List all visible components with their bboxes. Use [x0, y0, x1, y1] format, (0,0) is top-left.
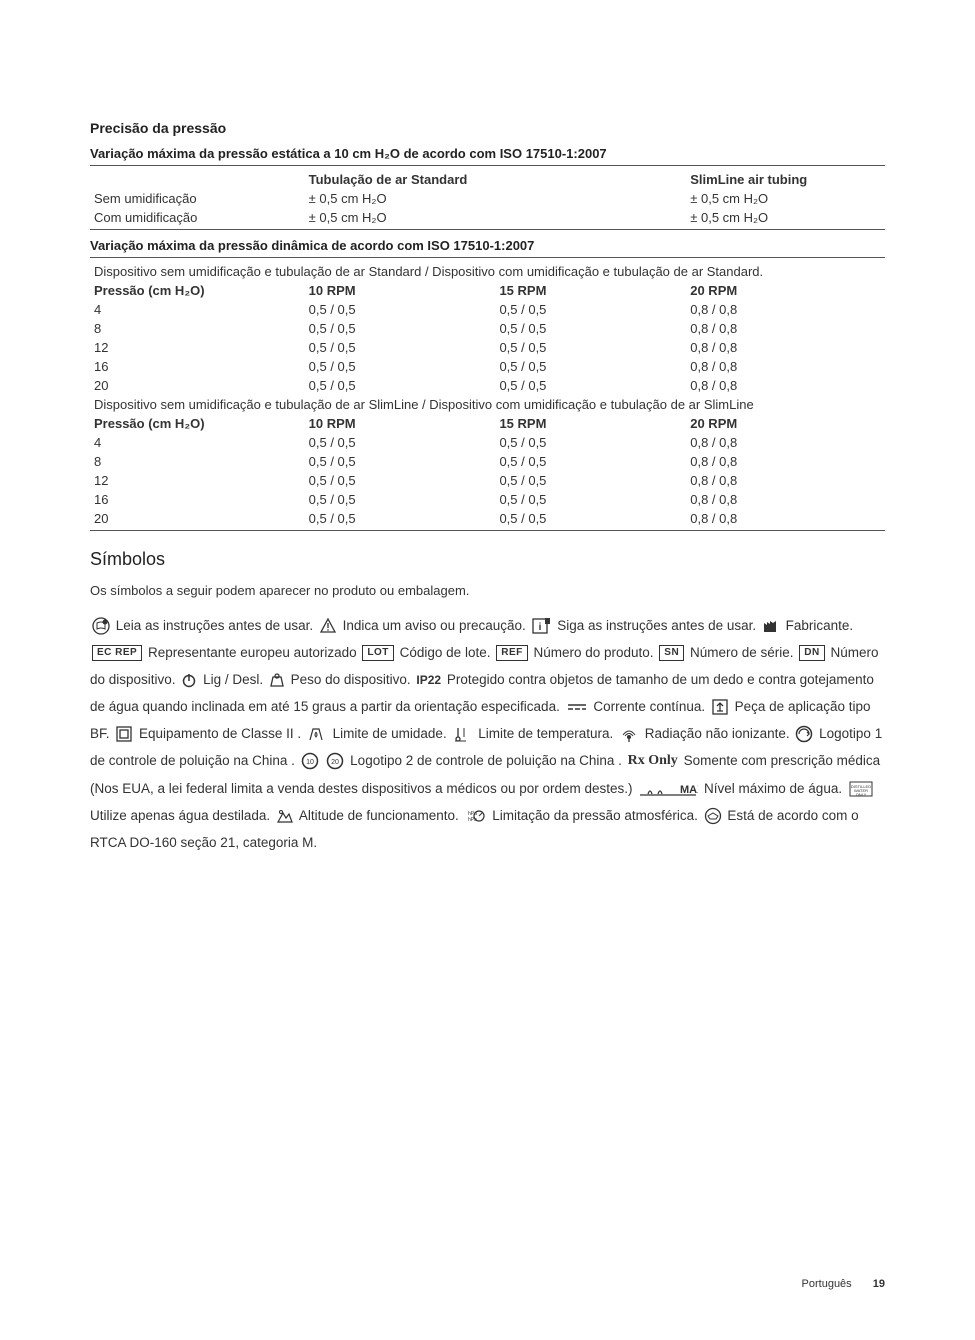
svg-text:hPa: hPa: [468, 817, 477, 823]
temperature-limit-icon: [452, 725, 472, 743]
text: Nível máximo de água.: [700, 781, 846, 796]
humidity-limit-icon: [307, 725, 327, 743]
table-row: 80,5 / 0,50,5 / 0,50,8 / 0,8: [90, 319, 885, 338]
text: Radiação não ionizante.: [641, 726, 793, 741]
table-row: Com umidificação ± 0,5 cm H₂O ± 0,5 cm H…: [90, 208, 885, 227]
dc-icon: [566, 702, 588, 712]
dynamic-table: Dispositivo sem umidificação e tubulação…: [90, 262, 885, 528]
table-row: 40,5 / 0,50,5 / 0,50,8 / 0,8: [90, 300, 885, 319]
text: Limite de temperatura.: [474, 726, 617, 741]
col-header: 10 RPM: [305, 414, 496, 433]
non-ionizing-radiation-icon: [619, 725, 639, 743]
max-water-level-icon: MAX: [638, 780, 698, 798]
text: Peso do dispositivo.: [287, 672, 415, 687]
col-header: 20 RPM: [686, 281, 885, 300]
text: Leia as instruções antes de usar.: [112, 618, 317, 633]
col-header: Pressão (cm H₂O): [90, 281, 305, 300]
distilled-water-only-icon: DISTILLEDWATERONLY: [848, 780, 874, 798]
text: Fabricante.: [782, 618, 853, 633]
china-rohs-2a-icon: 10: [301, 752, 319, 770]
warning-icon: [319, 617, 337, 635]
table-row: 200,5 / 0,50,5 / 0,50,8 / 0,8: [90, 376, 885, 395]
col-header: 20 RPM: [686, 414, 885, 433]
table-row: 40,5 / 0,50,5 / 0,50,8 / 0,8: [90, 433, 885, 452]
table-row: 160,5 / 0,50,5 / 0,50,8 / 0,8: [90, 490, 885, 509]
text: Altitude de funcionamento.: [296, 808, 463, 823]
note: Dispositivo sem umidificação e tubulação…: [90, 262, 885, 281]
atmospheric-pressure-icon: hPahPa: [465, 808, 487, 824]
text: Siga as instruções antes de usar.: [553, 618, 759, 633]
footer-page: 19: [873, 1278, 885, 1290]
text: Utilize apenas água destilada.: [90, 808, 274, 823]
text: Indica um aviso ou precaução.: [339, 618, 530, 633]
col-header: 15 RPM: [495, 281, 686, 300]
text: Logotipo 2 de controle de poluição na Ch…: [346, 753, 625, 768]
table-row: 120,5 / 0,50,5 / 0,50,8 / 0,8: [90, 471, 885, 490]
table-row: 200,5 / 0,50,5 / 0,50,8 / 0,8: [90, 509, 885, 528]
text: Corrente contínua.: [590, 699, 709, 714]
weight-icon: [269, 672, 285, 688]
table-row: 80,5 / 0,50,5 / 0,50,8 / 0,8: [90, 452, 885, 471]
table-row: 120,5 / 0,50,5 / 0,50,8 / 0,8: [90, 338, 885, 357]
col-header: 10 RPM: [305, 281, 496, 300]
ref-icon: REF: [496, 645, 528, 661]
text: Limitação da pressão atmosférica.: [489, 808, 702, 823]
dn-icon: DN: [799, 645, 824, 661]
read-manual-icon: [92, 617, 110, 635]
power-icon: [181, 672, 197, 688]
symbols-title: Símbolos: [90, 549, 885, 570]
symbols-intro: Os símbolos a seguir podem aparecer no p…: [90, 583, 885, 598]
follow-instructions-icon: i: [531, 617, 551, 635]
dynamic-subtitle: Variação máxima da pressão dinâmica de a…: [90, 238, 885, 253]
svg-text:10: 10: [306, 759, 314, 766]
rx-only-icon: Rx Only: [628, 747, 678, 775]
class-ii-icon: [115, 725, 133, 743]
rtca-do160-icon: [704, 807, 722, 825]
lot-icon: LOT: [362, 645, 394, 661]
symbols-body: Leia as instruções antes de usar. Indica…: [90, 612, 885, 856]
text: Equipamento de Classe II .: [135, 726, 301, 741]
col-header: Tubulação de ar Standard: [305, 170, 496, 189]
col-header: SlimLine air tubing: [686, 170, 885, 189]
sn-icon: SN: [659, 645, 684, 661]
section-title: Precisão da pressão: [90, 120, 885, 136]
table-row: Sem umidificação ± 0,5 cm H₂O ± 0,5 cm H…: [90, 189, 885, 208]
col-header: Pressão (cm H₂O): [90, 414, 305, 433]
ip22-icon: IP22: [416, 668, 441, 692]
type-bf-icon: [711, 698, 729, 716]
ecrep-icon: EC REP: [92, 645, 142, 661]
svg-text:i: i: [539, 622, 542, 633]
static-subtitle: Variação máxima da pressão estática a 10…: [90, 146, 885, 161]
col-header: 15 RPM: [495, 414, 686, 433]
text: Lig / Desl.: [199, 672, 267, 687]
svg-text:ONLY: ONLY: [856, 792, 867, 797]
text: Número do produto.: [530, 645, 658, 660]
note: Dispositivo sem umidificação e tubulação…: [90, 395, 885, 414]
page-footer: Português 19: [802, 1278, 885, 1290]
china-rohs-2b-icon: 20: [326, 752, 344, 770]
svg-text:20: 20: [332, 759, 340, 766]
table-row: 160,5 / 0,50,5 / 0,50,8 / 0,8: [90, 357, 885, 376]
text: Representante europeu autorizado: [144, 645, 360, 660]
footer-lang: Português: [802, 1278, 852, 1290]
manufacturer-icon: [762, 618, 780, 634]
text: Número de série.: [686, 645, 797, 660]
china-rohs-1-icon: [795, 725, 813, 743]
text: Limite de umidade.: [329, 726, 451, 741]
static-table: Tubulação de ar Standard SlimLine air tu…: [90, 170, 885, 227]
svg-text:MAX: MAX: [680, 784, 698, 796]
text: Código de lote.: [396, 645, 494, 660]
operating-altitude-icon: [276, 808, 294, 824]
